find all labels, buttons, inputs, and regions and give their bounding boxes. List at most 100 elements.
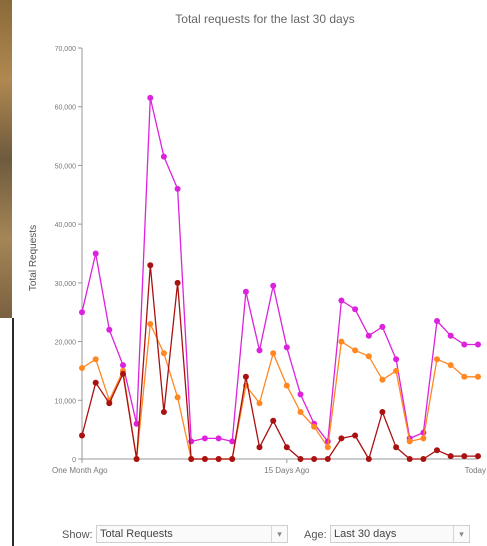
data-point <box>393 356 400 363</box>
data-point <box>338 297 345 304</box>
data-point <box>283 382 290 389</box>
data-point <box>79 309 85 316</box>
data-point <box>393 367 400 374</box>
x-tick-label: Today <box>465 466 486 475</box>
data-point <box>106 400 113 407</box>
data-point <box>270 417 277 424</box>
data-point <box>338 338 345 345</box>
data-point <box>447 332 454 339</box>
age-select[interactable]: Last 30 days ▾ <box>330 525 470 543</box>
data-point <box>120 370 126 377</box>
chart-controls: Show: Total Requests ▾ Age: Last 30 days… <box>0 520 487 546</box>
x-tick-label: 15 Days Ago <box>264 466 310 475</box>
series-0 <box>79 94 481 445</box>
data-point <box>160 153 167 160</box>
data-point <box>311 423 318 430</box>
data-point <box>215 435 222 442</box>
chevron-down-icon: ▾ <box>453 526 469 542</box>
data-point <box>475 453 481 460</box>
y-tick-label: 50,000 <box>55 163 77 170</box>
side-photo-strip <box>0 0 12 318</box>
data-point <box>147 94 154 101</box>
y-tick-label: 70,000 <box>55 46 77 53</box>
series-layer <box>79 94 481 462</box>
data-point <box>79 365 85 371</box>
left-border <box>12 318 14 546</box>
data-point <box>201 435 208 442</box>
data-point <box>434 447 440 454</box>
data-point <box>106 326 113 333</box>
data-point <box>434 356 440 363</box>
data-point <box>133 420 140 427</box>
data-point <box>270 350 277 357</box>
data-point <box>338 435 345 442</box>
y-axis-label: Total Requests <box>28 225 39 291</box>
data-point <box>461 373 468 380</box>
y-axis-ticks: 0 10,000 20,000 30,000 40,000 50,000 60,000 70,… <box>55 46 82 464</box>
x-axis-ticks: One Month Ago 15 Days Ago Today <box>52 459 486 475</box>
data-point <box>174 185 181 192</box>
data-point <box>420 435 427 442</box>
data-point <box>365 353 372 360</box>
data-point <box>352 432 359 439</box>
data-point <box>160 409 167 415</box>
data-point <box>79 432 85 439</box>
data-point <box>201 456 208 462</box>
data-point <box>242 373 249 380</box>
data-point <box>297 456 304 462</box>
data-point <box>297 391 304 398</box>
chart-title: Total requests for the last 30 days <box>175 12 355 26</box>
data-point <box>174 279 181 286</box>
data-point <box>447 362 454 369</box>
y-tick-label: 10,000 <box>55 398 77 405</box>
data-point <box>256 444 263 451</box>
data-point <box>475 373 481 380</box>
age-label: Age: <box>304 529 327 541</box>
age-select-value: Last 30 days <box>334 528 397 540</box>
data-point <box>352 306 359 313</box>
data-point <box>229 456 236 462</box>
data-point <box>92 250 99 257</box>
data-point <box>256 347 263 354</box>
data-point <box>242 288 249 295</box>
data-point <box>283 444 290 451</box>
data-point <box>160 350 167 357</box>
data-point <box>475 341 481 348</box>
data-point <box>420 456 427 462</box>
show-label: Show: <box>62 529 93 541</box>
data-point <box>461 341 468 348</box>
data-point <box>461 453 468 460</box>
data-point <box>406 456 413 462</box>
data-point <box>120 362 126 369</box>
data-point <box>256 400 263 407</box>
y-tick-label: 0 <box>72 457 76 464</box>
data-point <box>229 438 236 445</box>
line-chart: 0 10,000 20,000 30,000 40,000 50,000 60,000 70,… <box>28 46 486 475</box>
data-point <box>270 282 277 289</box>
data-point <box>365 456 372 462</box>
data-point <box>352 347 359 354</box>
data-point <box>447 453 454 460</box>
show-select-value: Total Requests <box>100 528 173 540</box>
data-point <box>133 456 140 462</box>
data-point <box>92 356 99 363</box>
x-tick-label: One Month Ago <box>52 466 108 475</box>
data-point <box>365 332 372 339</box>
y-tick-label: 20,000 <box>55 340 77 347</box>
data-point <box>324 456 331 462</box>
y-tick-label: 60,000 <box>55 105 77 112</box>
series-1 <box>79 321 481 462</box>
data-point <box>215 456 222 462</box>
data-point <box>297 409 304 415</box>
y-tick-label: 40,000 <box>55 222 77 229</box>
data-point <box>393 444 400 451</box>
data-point <box>379 323 386 330</box>
data-point <box>406 438 413 445</box>
chevron-down-icon: ▾ <box>271 526 287 542</box>
data-point <box>324 444 331 451</box>
data-point <box>147 321 154 327</box>
data-point <box>174 394 181 401</box>
data-point <box>188 456 195 462</box>
show-select[interactable]: Total Requests ▾ <box>96 525 288 543</box>
data-point <box>311 456 318 462</box>
